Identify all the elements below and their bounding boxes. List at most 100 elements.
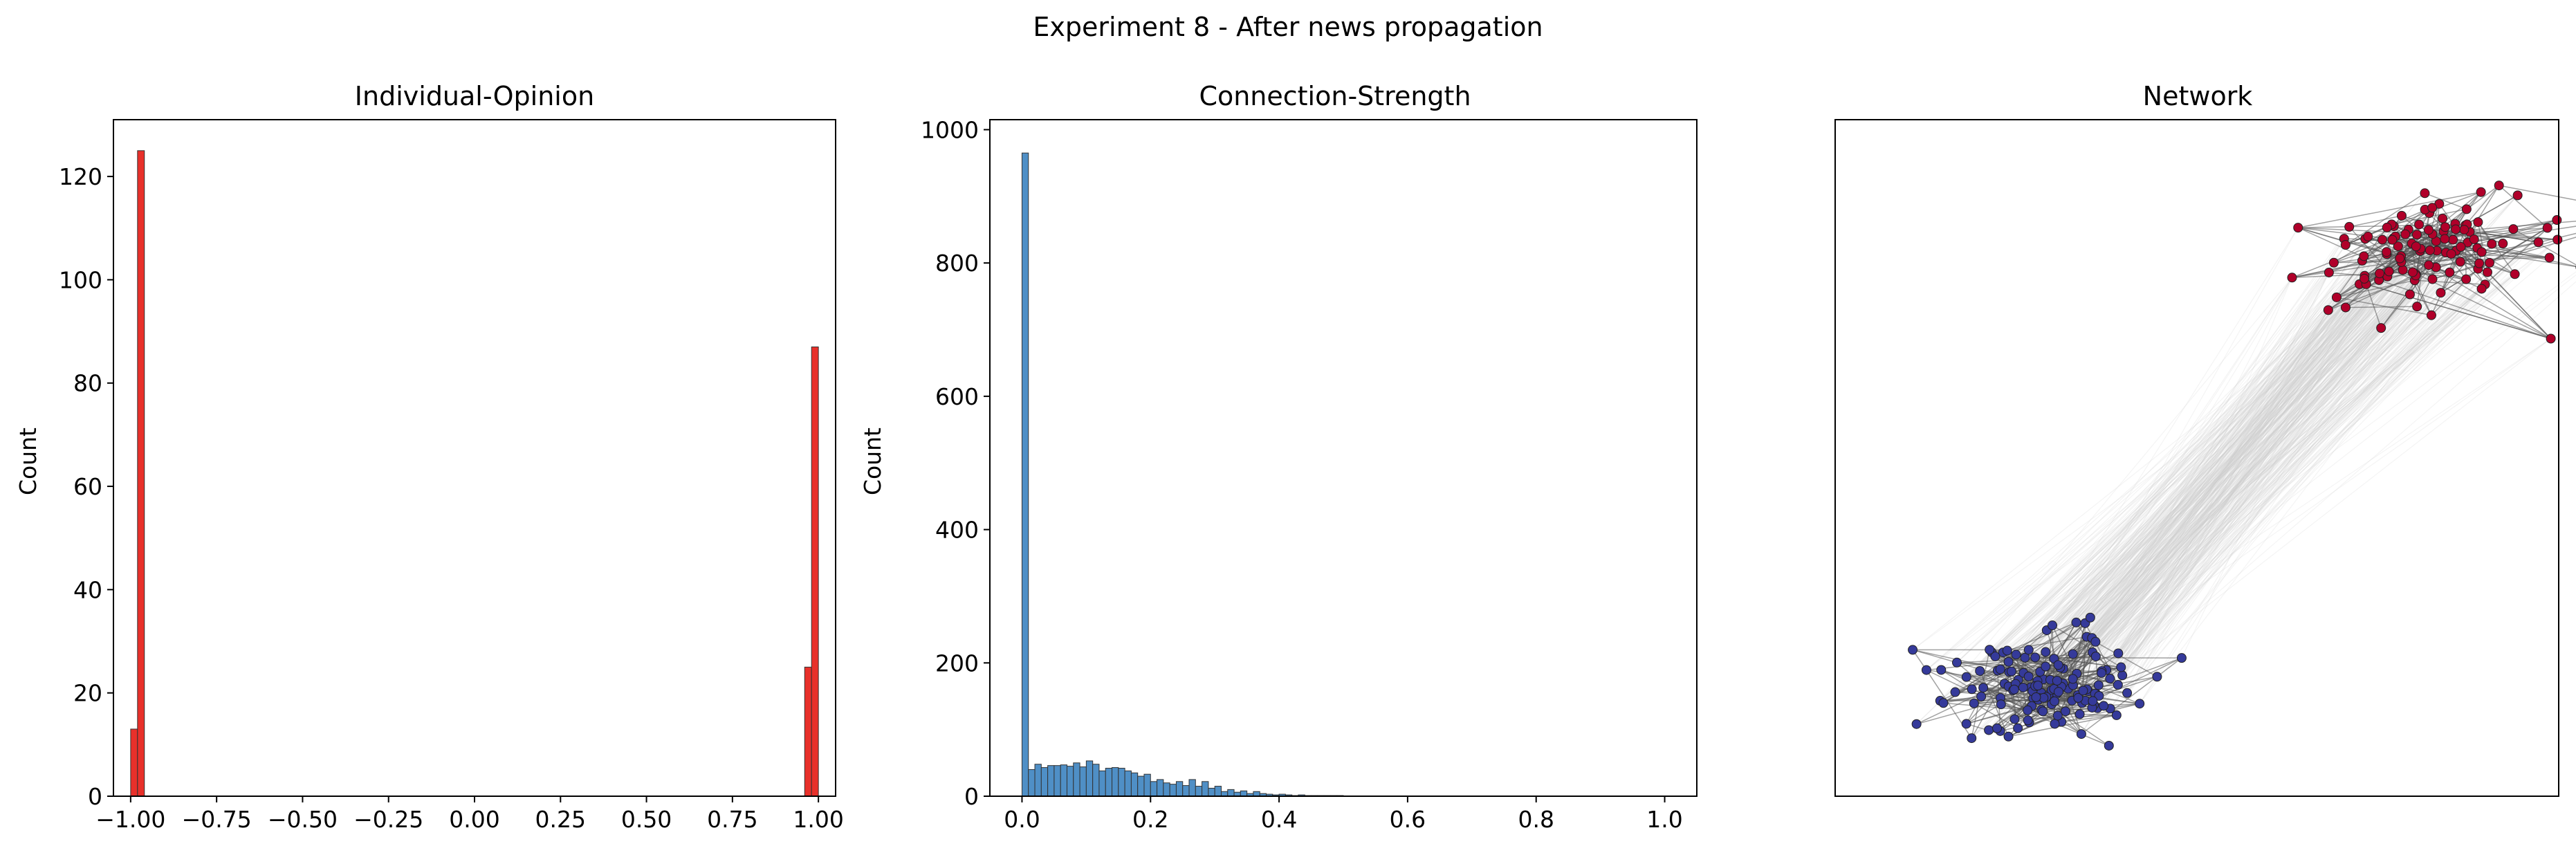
histogram-bar [137, 150, 145, 797]
cross-edge [2043, 224, 2420, 699]
histogram-bar [1150, 781, 1158, 797]
cross-edge [2085, 236, 2396, 701]
cross-edge [2098, 288, 2483, 697]
network-node [2002, 645, 2012, 656]
cross-edge [2039, 264, 2429, 699]
cluster-edge [2378, 279, 2551, 340]
cross-edge [2077, 297, 2337, 696]
cross-edge [2095, 208, 2467, 657]
network-node [2456, 241, 2466, 252]
cross-edge [2051, 260, 2363, 690]
cross-edge [2043, 273, 2515, 680]
network-node [2544, 252, 2555, 263]
cross-edge [2008, 267, 2437, 663]
cross-edge [2050, 237, 2394, 681]
cross-edge [2009, 239, 2558, 672]
network-node [2384, 266, 2394, 277]
x-tick-label: −1.00 [95, 806, 165, 833]
network-node [2052, 710, 2063, 721]
histogram-bar [1214, 786, 1222, 797]
network-node [2030, 652, 2041, 663]
network-node [2052, 675, 2062, 686]
cross-edge [2058, 272, 2413, 683]
cross-edge [2063, 272, 2488, 684]
cross-edge [1955, 234, 2418, 692]
network-node [2482, 267, 2492, 277]
network-node [2033, 680, 2043, 690]
cluster-edge [2092, 657, 2182, 702]
cross-edge [1955, 279, 2467, 693]
cross-edge [2058, 229, 2465, 665]
cross-edge [2117, 277, 2293, 686]
opinion-ylabel: Count [15, 428, 42, 495]
network-node [2476, 187, 2486, 197]
cross-edge [1991, 241, 2437, 653]
histogram-bar [1040, 767, 1049, 797]
cross-edge [1989, 315, 2432, 650]
histogram-bar [1124, 770, 1132, 797]
network-node [2053, 687, 2063, 697]
cross-edge [2046, 239, 2558, 631]
cross-edge [2043, 279, 2467, 680]
cross-edge [2016, 215, 2402, 655]
network-node [2359, 273, 2370, 284]
network-node [2113, 679, 2123, 690]
cross-edge [2051, 237, 2394, 705]
y-tick-label: 100 [59, 266, 102, 293]
network-node [2552, 215, 2562, 226]
network-node [2423, 225, 2434, 235]
cross-edge [2106, 276, 2388, 670]
cross-edge [2085, 229, 2465, 701]
cross-edge [2181, 227, 2388, 659]
network-node [2331, 292, 2342, 302]
network-node [2050, 696, 2060, 706]
cross-edge [2015, 239, 2454, 685]
opinion-bars [130, 150, 819, 797]
network-node [2023, 671, 2034, 681]
network-node [2122, 688, 2133, 698]
cross-edge [2056, 267, 2437, 695]
x-tick-label: 0.25 [535, 806, 586, 833]
cross-edge [2095, 250, 2431, 695]
cross-edge [2028, 261, 2461, 677]
cross-edge [1991, 231, 2445, 653]
x-tick-label: 0.6 [1390, 806, 1426, 833]
network-node [2359, 251, 2369, 261]
cross-edge [2032, 294, 2411, 699]
cross-edge [2042, 238, 2345, 712]
cross-edge [2095, 279, 2467, 695]
cross-edge [2086, 226, 2446, 638]
network-node [2135, 699, 2145, 709]
network-node [2533, 237, 2543, 248]
cross-edge [2061, 273, 2515, 688]
x-tick-label: 0.00 [449, 806, 499, 833]
cross-edge [2035, 276, 2388, 698]
cross-edge [2081, 194, 2519, 704]
cross-edge [2008, 275, 2365, 663]
cross-edge [2042, 292, 2441, 712]
network-node [2287, 273, 2297, 283]
cross-edge [1997, 309, 2329, 671]
cross-edge [2027, 284, 2485, 711]
network-node [2117, 670, 2128, 681]
cross-edge [2028, 251, 2387, 677]
cross-edge [2058, 294, 2411, 683]
network-node [1961, 719, 1971, 729]
network-node [2013, 723, 2023, 733]
network-node [2090, 636, 2101, 647]
network-node [2461, 204, 2472, 214]
cross-edge [2039, 288, 2482, 672]
cross-edge [2051, 284, 2360, 705]
cross-edge [2056, 224, 2420, 695]
cluster-edge [1966, 696, 1982, 724]
cross-edge [2043, 238, 2366, 699]
network-node [2420, 188, 2430, 199]
cross-edge [2068, 238, 2345, 689]
network-node [1984, 725, 1994, 735]
cross-edge [2054, 246, 2399, 724]
cross-edge [1982, 255, 2364, 688]
cross-edge [2034, 272, 2413, 658]
network-frame [1834, 119, 2559, 797]
cross-edge [2008, 243, 2503, 687]
cross-edge [1943, 239, 2393, 704]
